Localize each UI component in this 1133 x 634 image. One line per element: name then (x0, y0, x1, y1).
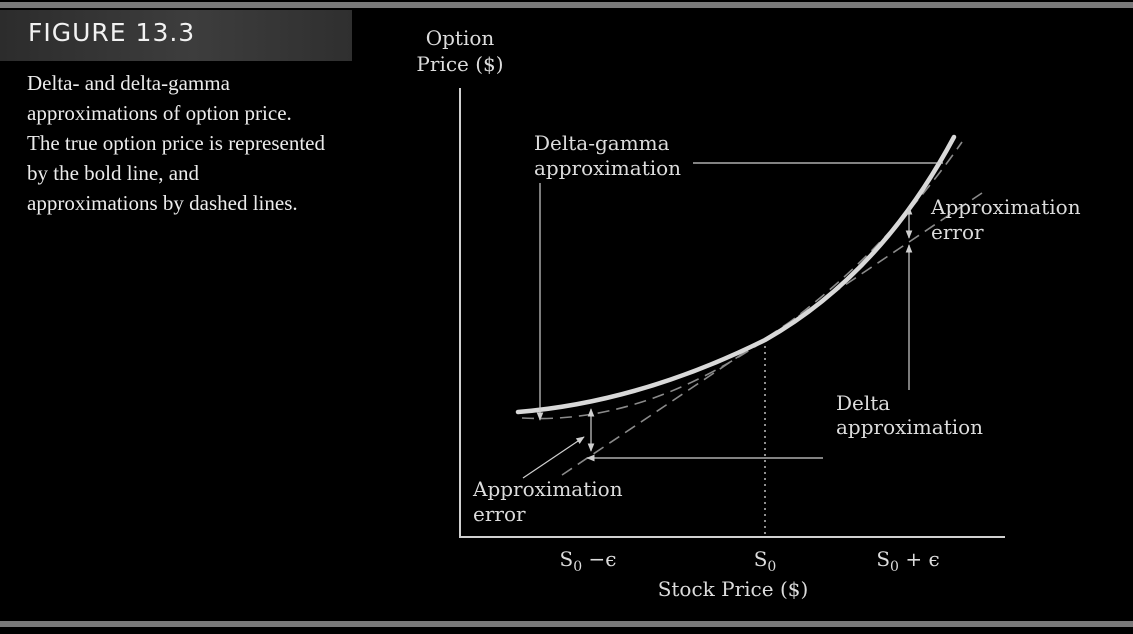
option-price-curve (515, 134, 957, 415)
figure-label: FIGURE 13.3 (28, 18, 196, 47)
delta-gamma-label-line1: Delta-gamma (534, 131, 670, 155)
delta-label-line1: Delta (836, 391, 890, 415)
x-axis-label: Stock Price ($) (658, 577, 809, 601)
left-error-pointer (522, 436, 585, 479)
delta-gamma-approximation-curve (521, 141, 963, 420)
tick-center: S0 (754, 547, 777, 575)
tick-right: S0 + ϵ (876, 547, 939, 575)
approx-error-right-line2: error (931, 220, 984, 244)
figure-label-banner (0, 10, 352, 61)
delta-label-line2: approximation (836, 415, 983, 439)
y-axis-label-line2: Price ($) (416, 52, 503, 76)
top-rule (0, 2, 1133, 8)
tick-left: S0 −ϵ (560, 547, 617, 575)
y-axis-label-line1: Option (426, 26, 495, 50)
approx-error-right-line1: Approximation (930, 195, 1081, 219)
delta-gamma-label-line2: approximation (534, 156, 681, 180)
figure-caption: Delta- and delta-gamma approximations of… (27, 71, 325, 215)
approx-error-left-line1: Approximation (472, 477, 623, 501)
approx-error-left-line2: error (473, 502, 526, 526)
bottom-rule (0, 621, 1133, 627)
